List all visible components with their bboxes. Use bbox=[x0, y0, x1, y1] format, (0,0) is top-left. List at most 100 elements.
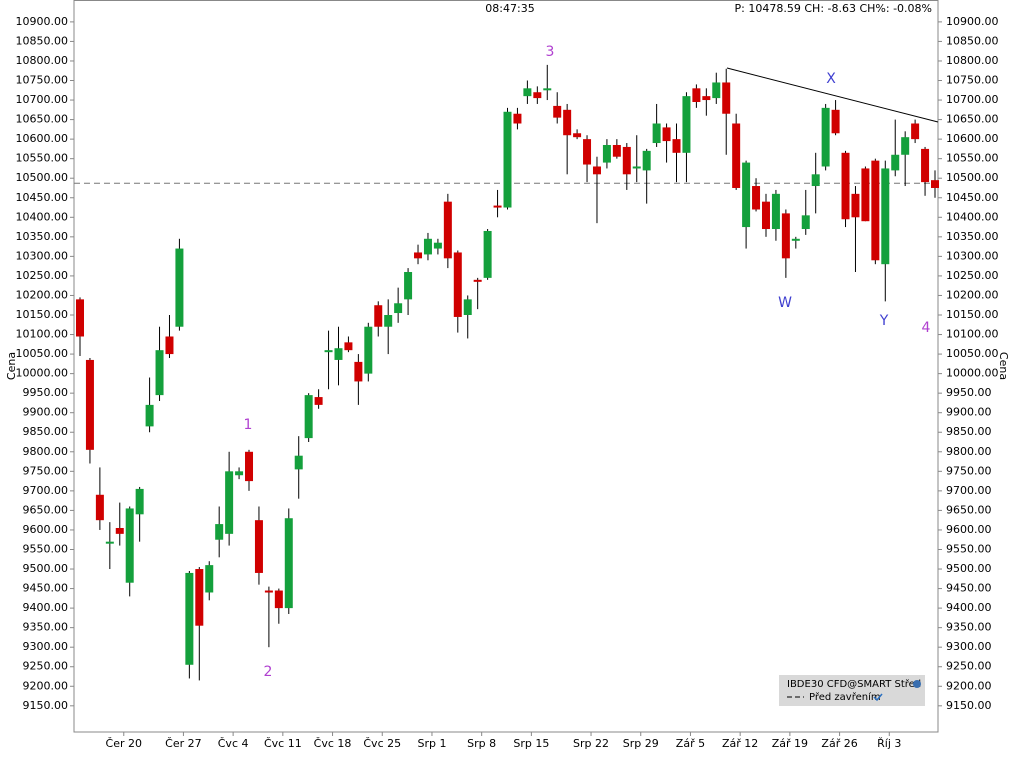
y-tick-label: 9200.00 bbox=[23, 679, 69, 692]
candle-body bbox=[215, 524, 224, 540]
y-tick-label-right: 9150.00 bbox=[946, 699, 992, 712]
x-tick-label: Srp 22 bbox=[573, 737, 609, 750]
y-tick-label-right: 9650.00 bbox=[946, 503, 992, 516]
y-tick-label: 10700.00 bbox=[16, 93, 69, 106]
header-quote: P: 10478.59 CH: -8.63 CH%: -0.08% bbox=[735, 2, 932, 15]
y-tick-label: 10400.00 bbox=[16, 210, 69, 223]
x-tick-label: Zář 5 bbox=[676, 737, 705, 750]
candle-body bbox=[374, 305, 383, 327]
legend-instrument: IBDE30 CFD@SMART Střed bbox=[787, 678, 921, 690]
y-tick-label: 10600.00 bbox=[16, 132, 69, 145]
y-tick-label-right: 10800.00 bbox=[946, 54, 999, 67]
candle-body bbox=[712, 82, 721, 99]
y-tick-label-right: 9900.00 bbox=[946, 406, 992, 419]
y-tick-label-right: 9250.00 bbox=[946, 660, 992, 673]
candle-body bbox=[384, 314, 393, 327]
legend-icon bbox=[913, 680, 921, 688]
candle-body bbox=[85, 359, 94, 450]
candle-body bbox=[453, 252, 462, 317]
candle-body bbox=[851, 193, 860, 218]
candle-body bbox=[831, 109, 840, 134]
y-tick-label-right: 10300.00 bbox=[946, 249, 999, 262]
y-tick-label-right: 9600.00 bbox=[946, 523, 992, 536]
candle-body bbox=[334, 348, 343, 360]
x-tick-label: Zář 12 bbox=[722, 737, 758, 750]
candle-body bbox=[404, 272, 413, 300]
candle-body bbox=[354, 361, 363, 382]
wave-label: Y bbox=[879, 313, 889, 329]
candle-body bbox=[473, 279, 482, 282]
candle-body bbox=[314, 397, 323, 405]
candle-body bbox=[871, 160, 880, 261]
y-tick-label: 10450.00 bbox=[16, 191, 69, 204]
y-tick-label: 10000.00 bbox=[16, 367, 69, 380]
y-tick-label: 9350.00 bbox=[23, 621, 69, 634]
y-tick-label: 9750.00 bbox=[23, 464, 69, 477]
candle-body bbox=[543, 88, 552, 91]
y-tick-label-right: 10550.00 bbox=[946, 152, 999, 165]
y-tick-label-right: 10500.00 bbox=[946, 171, 999, 184]
candle-body bbox=[125, 508, 134, 583]
y-tick-label-right: 10600.00 bbox=[946, 132, 999, 145]
y-tick-label-right: 9300.00 bbox=[946, 640, 992, 653]
y-tick-label-right: 10850.00 bbox=[946, 34, 999, 47]
x-tick-label: Zář 19 bbox=[772, 737, 808, 750]
y-axis-label-right: Cena bbox=[997, 352, 1010, 380]
y-tick-label-right: 10150.00 bbox=[946, 308, 999, 321]
y-tick-label-right: 9450.00 bbox=[946, 582, 992, 595]
y-tick-label: 9700.00 bbox=[23, 484, 69, 497]
plot-frame bbox=[73, 0, 939, 733]
y-tick-label-right: 10350.00 bbox=[946, 230, 999, 243]
candle-body bbox=[632, 166, 641, 169]
candle-body bbox=[195, 569, 204, 626]
x-tick-label: Zář 26 bbox=[821, 737, 857, 750]
candle-body bbox=[652, 123, 661, 144]
candle-body bbox=[254, 520, 263, 573]
y-tick-label: 10800.00 bbox=[16, 54, 69, 67]
y-tick-label-right: 10000.00 bbox=[946, 367, 999, 380]
candle-body bbox=[235, 471, 244, 476]
y-tick-label: 10500.00 bbox=[16, 171, 69, 184]
y-tick-label: 9950.00 bbox=[23, 386, 69, 399]
y-axis-label: Cena bbox=[5, 352, 18, 380]
candle-body bbox=[592, 166, 601, 175]
candle-body bbox=[682, 96, 691, 153]
candle-body bbox=[911, 123, 920, 140]
wave-label: 1 bbox=[244, 417, 253, 433]
y-tick-label: 10900.00 bbox=[16, 15, 69, 28]
candle-body bbox=[612, 144, 621, 157]
candle-body bbox=[205, 565, 214, 593]
y-tick-label-right: 9400.00 bbox=[946, 601, 992, 614]
candle-body bbox=[324, 350, 333, 353]
y-tick-label: 10650.00 bbox=[16, 113, 69, 126]
candle-body bbox=[692, 88, 701, 103]
candle-body bbox=[602, 144, 611, 163]
candle-body bbox=[811, 174, 820, 187]
candle-body bbox=[642, 150, 651, 171]
candle-body bbox=[483, 230, 492, 278]
legend-line-label: Před zavřením bbox=[809, 691, 881, 703]
y-tick-label: 10850.00 bbox=[16, 34, 69, 47]
y-tick-label: 10750.00 bbox=[16, 74, 69, 87]
y-tick-label-right: 9350.00 bbox=[946, 621, 992, 634]
candle-body bbox=[225, 471, 234, 534]
candle-body bbox=[145, 404, 154, 427]
header-time: 08:47:35 bbox=[485, 2, 534, 15]
y-tick-label: 9250.00 bbox=[23, 660, 69, 673]
candle-body bbox=[513, 113, 522, 124]
candle-body bbox=[841, 152, 850, 220]
candle-body bbox=[881, 168, 890, 265]
wave-label: X bbox=[826, 71, 836, 87]
candle-body bbox=[742, 162, 751, 228]
candle-body bbox=[553, 105, 562, 118]
candle-body bbox=[761, 201, 770, 230]
y-tick-label: 9900.00 bbox=[23, 406, 69, 419]
candle-body bbox=[752, 186, 761, 210]
y-tick-label-right: 9200.00 bbox=[946, 679, 992, 692]
x-tick-label: Čvc 25 bbox=[363, 737, 401, 750]
y-tick-label-right: 9750.00 bbox=[946, 464, 992, 477]
wave-label: 3 bbox=[546, 44, 555, 60]
y-tick-label: 10250.00 bbox=[16, 269, 69, 282]
y-tick-label-right: 10100.00 bbox=[946, 328, 999, 341]
